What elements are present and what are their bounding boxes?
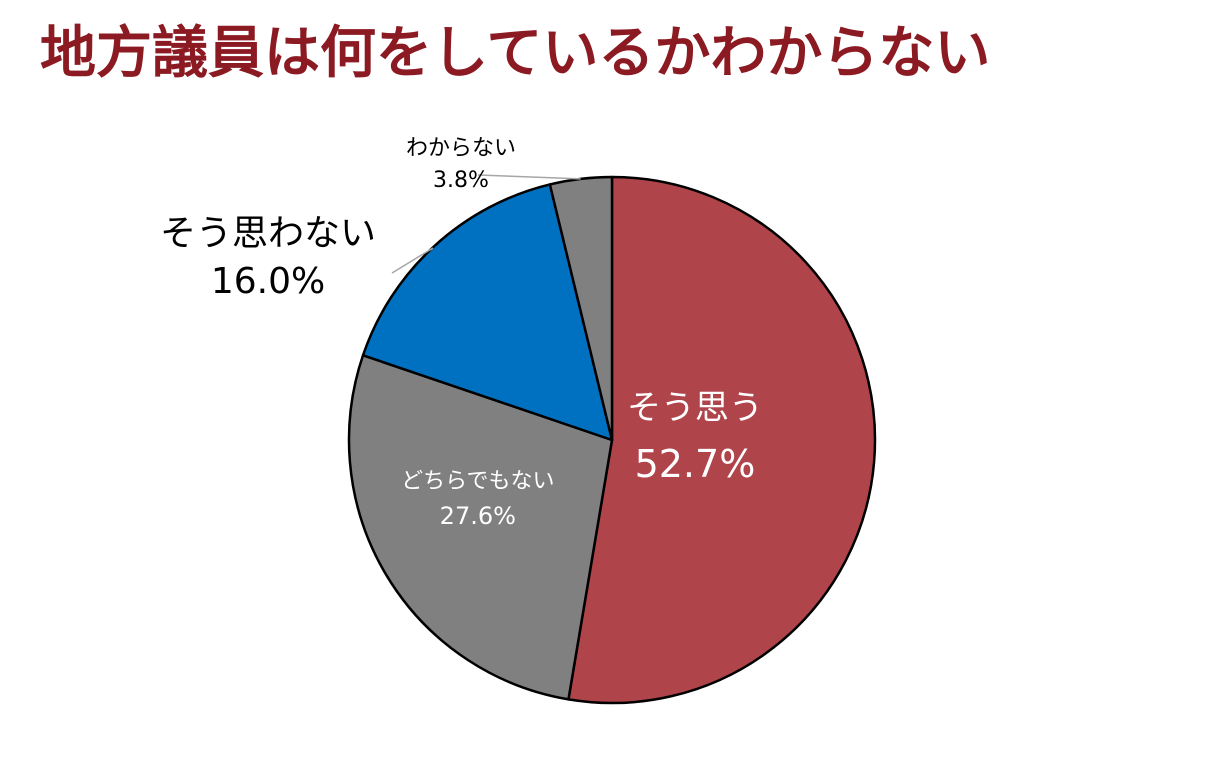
slice-label-3: わからない — [406, 136, 516, 161]
pie-slice-2 — [361, 183, 614, 442]
leader-line-3 — [477, 174, 581, 180]
slice-value-3: 3.8% — [433, 168, 489, 193]
slice-label-2: そう思わない — [160, 213, 376, 254]
slice-label-0: そう思う — [627, 388, 763, 428]
pie-slice-0 — [567, 175, 877, 705]
slice-value-1: 27.6% — [440, 502, 516, 530]
leader-line-2 — [391, 247, 434, 274]
pie-slice-3 — [548, 175, 614, 442]
slice-value-0: 52.7% — [635, 442, 756, 486]
slice-value-2: 16.0% — [211, 261, 325, 302]
leader-lines — [391, 174, 581, 274]
slice-labels: そう思う 52.7% どちらでもない 27.6% そう思わない 16.0% わからない 3.8… — [160, 136, 763, 530]
pie-slices — [347, 175, 877, 705]
pie-slice-1 — [347, 354, 614, 701]
slice-label-1: どちらでもない — [401, 469, 554, 494]
chart-title: 地方議員は何をしているかわからない — [40, 21, 991, 86]
